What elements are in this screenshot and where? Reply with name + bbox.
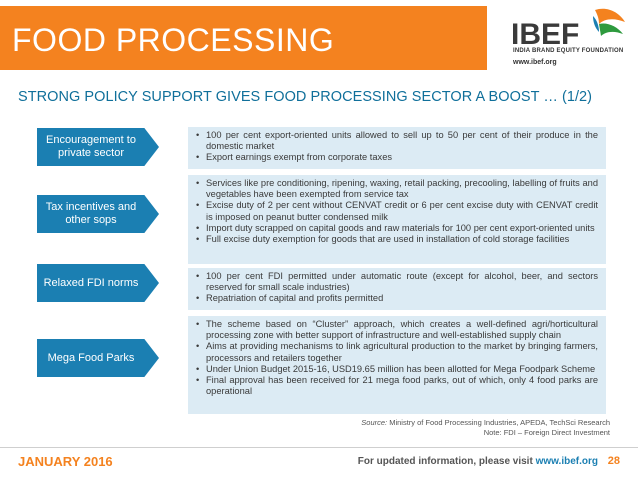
bullet-item: Repatriation of capital and profits perm… <box>196 293 598 304</box>
row-label-mega-food-parks: Mega Food Parks <box>37 339 159 377</box>
footer-info-text: For updated information, please visit <box>357 456 536 467</box>
page-number: 28 <box>607 455 620 467</box>
bullet-item: Import duty scrapped on capital goods an… <box>196 223 598 234</box>
source-label: Source: <box>361 418 388 427</box>
page-title: FOOD PROCESSING <box>12 22 335 58</box>
footer-info: For updated information, please visit ww… <box>358 456 598 467</box>
row-label-private-sector: Encouragement to private sector <box>37 128 159 166</box>
row-content-fdi-norms: 100 per cent FDI permitted under automat… <box>188 268 606 310</box>
bullet-item: 100 per cent FDI permitted under automat… <box>196 271 598 293</box>
logo-text: IBEF <box>511 18 579 48</box>
title-band: FOOD PROCESSING <box>0 6 487 70</box>
footer-date: JANUARY 2016 <box>18 454 113 469</box>
logo-url[interactable]: www.ibef.org <box>513 59 557 66</box>
bullet-item: Final approval has been received for 21 … <box>196 375 598 397</box>
bullet-item: Export earnings exempt from corporate ta… <box>196 152 598 163</box>
bullet-item: Services like pre conditioning, ripening… <box>196 178 598 200</box>
fdi-note: Note: FDI – Foreign Direct Investment <box>483 428 610 437</box>
source-note: Source: Ministry of Food Processing Indu… <box>361 418 610 438</box>
row-content-tax-incentives: Services like pre conditioning, ripening… <box>188 175 606 264</box>
source-text: Ministry of Food Processing Industries, … <box>387 418 610 427</box>
row-label-tax-incentives: Tax incentives and other sops <box>37 195 159 233</box>
row-label-fdi-norms: Relaxed FDI norms <box>37 264 159 302</box>
row-content-private-sector: 100 per cent export-oriented units allow… <box>188 127 606 169</box>
ibef-logo-icon: IBEF <box>511 8 625 48</box>
bullet-item: 100 per cent export-oriented units allow… <box>196 130 598 152</box>
footer-divider <box>0 447 638 448</box>
row-content-mega-food-parks: The scheme based on “Cluster” approach, … <box>188 316 606 414</box>
bullet-item: Under Union Budget 2015-16, USD19.65 mil… <box>196 364 598 375</box>
footer-link[interactable]: www.ibef.org <box>535 456 598 467</box>
bullet-item: Full excise duty exemption for goods tha… <box>196 234 598 245</box>
bullet-item: Excise duty of 2 per cent without CENVAT… <box>196 200 598 222</box>
slide-subtitle: STRONG POLICY SUPPORT GIVES FOOD PROCESS… <box>18 89 593 105</box>
bullet-item: Aims at providing mechanisms to link agr… <box>196 341 598 363</box>
bullet-item: The scheme based on “Cluster” approach, … <box>196 319 598 341</box>
logo-tagline: INDIA BRAND EQUITY FOUNDATION <box>513 48 624 54</box>
header: FOOD PROCESSING IBEF INDIA BRAND EQUITY … <box>0 0 638 76</box>
ibef-logo[interactable]: IBEF INDIA BRAND EQUITY FOUNDATION www.i… <box>495 4 635 74</box>
